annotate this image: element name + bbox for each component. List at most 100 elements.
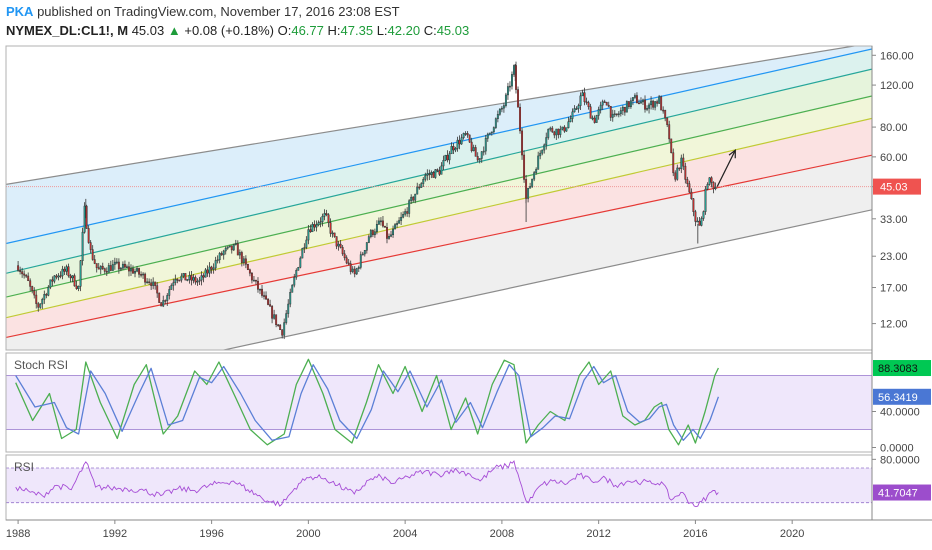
rsi-series[interactable] [15,460,719,508]
candle [99,265,102,275]
candle [660,95,663,111]
stoch-rsi-pane[interactable] [6,358,872,446]
candle-body [605,102,608,106]
candle-body [513,65,515,75]
candle-body [184,273,187,281]
candle [704,186,707,215]
candle [708,177,711,186]
price-change: +0.08 (+0.18%) [184,23,274,38]
price-axis[interactable]: 160.00120.0080.0060.0045.0033.0023.0017.… [872,50,921,331]
author-name[interactable]: PKA [6,4,34,19]
candle [130,264,132,276]
channel-line-lower[interactable] [6,209,872,397]
candle [579,92,582,110]
candle [87,225,90,244]
candle [478,158,481,164]
candle [257,277,259,293]
symbol-label[interactable]: NYMEX_DL:CL1!, M [6,23,129,38]
rsi-band [6,468,872,503]
candle [563,125,566,133]
close-value: 45.03 [436,23,470,38]
channel-fill-0 [6,46,872,244]
candle [238,249,241,260]
candle [678,167,681,171]
candle [224,246,227,255]
candle [59,271,62,279]
candle-body [549,127,552,130]
candle [55,273,58,280]
candle-body [196,280,199,283]
candle-body [359,254,362,268]
candle-body [271,306,274,319]
candle-body [240,252,243,263]
candle-body [349,263,352,272]
candle-body [41,299,44,305]
annotation-arrow[interactable] [716,148,736,187]
candle-body [571,111,574,119]
candle [343,250,346,261]
candle [539,150,542,160]
candle [216,255,219,264]
candle-body [686,179,689,184]
candle-body [436,169,439,171]
candle-body [595,115,598,123]
candle-body [178,279,181,282]
candle [581,89,584,97]
candle [65,264,68,276]
channel-line-upper[interactable] [6,43,872,185]
candle [480,151,483,163]
candle-body [390,234,392,237]
candle-body [365,242,368,251]
channel-line-mid-green[interactable] [6,95,872,298]
candle-body [377,220,380,225]
candle-body [333,232,336,237]
price-pane[interactable] [6,43,872,397]
candle [75,280,78,290]
candle-body [279,324,282,330]
arrow-shaft [716,149,736,187]
candle [154,281,157,290]
candle-body [650,100,653,106]
candle [136,265,138,273]
candle [156,282,159,298]
candle [557,128,560,139]
stoch-series-D[interactable] [15,364,720,441]
candle-body [128,266,130,272]
candle [35,290,38,309]
candle-body [579,95,582,106]
candle [406,207,409,217]
candle-body [587,102,590,108]
candle-body [474,147,477,157]
candle-body [269,304,272,307]
candle [428,169,431,180]
candle [132,265,134,274]
candle [202,273,205,283]
candle-body [317,222,320,226]
candle [684,162,687,184]
candle-body [174,279,177,284]
candle [162,295,165,308]
time-axis[interactable]: 1988 1992 1996 2000 2004 2008 2012 2016 2020 [6,519,932,540]
candle-body [238,252,241,256]
candle [509,81,511,92]
candle-body [458,139,461,145]
candle-body [297,267,300,271]
candle [617,111,620,118]
candle [345,255,348,265]
candle [585,97,588,105]
candle-body [379,220,382,223]
channel-line-red[interactable] [6,154,872,339]
price-tick-label: 80.00 [880,122,908,134]
high-label: H: [327,23,341,38]
candle-body [160,302,163,307]
candle-body [53,275,56,282]
channel-line-mid-blue[interactable] [6,48,872,245]
candle-body [105,271,108,273]
candle [392,225,394,238]
candle [198,276,201,286]
rsi-pane[interactable] [6,460,872,508]
candle-body [472,147,475,152]
candle-body [599,104,602,110]
candle [619,107,622,117]
